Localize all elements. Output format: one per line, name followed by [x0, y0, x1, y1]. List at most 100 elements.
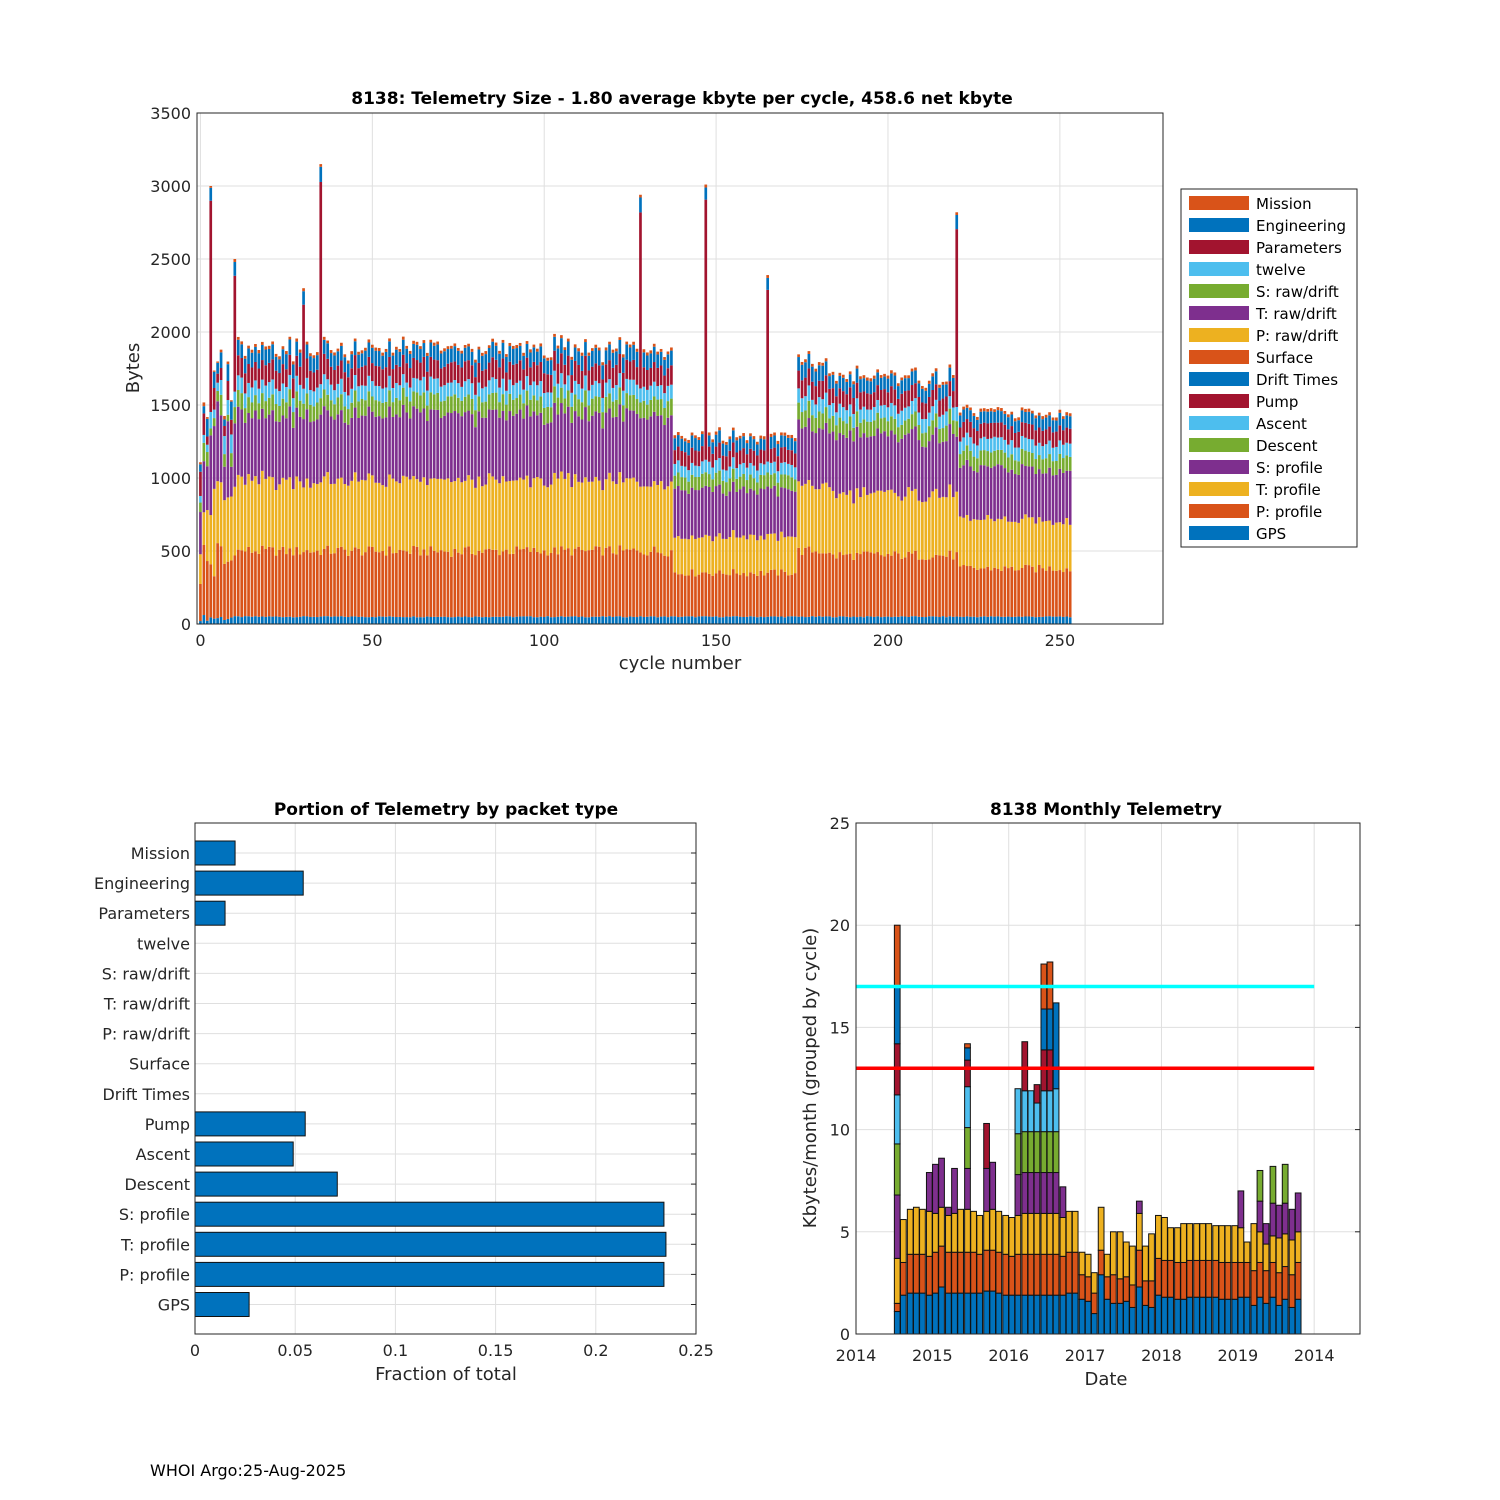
cycle-bar-segment [285, 479, 288, 555]
cycle-bar-segment [1051, 524, 1055, 571]
cycle-bar-segment [319, 414, 323, 483]
cycle-bar-segment [841, 421, 845, 435]
cycle-bar-segment [759, 438, 763, 450]
month-bar-segment [1174, 1298, 1181, 1335]
cycle-bar-segment [254, 380, 257, 396]
cycle-bar-segment [914, 488, 917, 551]
cycle-bar-segment [267, 382, 271, 398]
cycle-bar-segment [570, 356, 574, 360]
cycle-bar-segment [346, 409, 350, 425]
cycle-bar-segment [219, 352, 223, 368]
cycle-bar-segment [866, 393, 869, 410]
cycle-bar-segment [309, 404, 312, 423]
cycle-bar-segment [628, 410, 632, 479]
cycle-bar-segment [804, 410, 807, 427]
cycle-bar-segment [508, 379, 512, 394]
cycle-bar-segment [663, 616, 666, 624]
cycle-bar-segment [254, 361, 257, 381]
cycle-bar-segment [333, 369, 336, 391]
cycle-bar-segment [883, 376, 886, 390]
month-bar-segment [957, 1292, 964, 1335]
cycle-bar-segment [907, 418, 910, 434]
cycle-bar-segment [453, 548, 457, 618]
cycle-bar-segment [628, 347, 632, 362]
month-bar-segment [1052, 1131, 1060, 1174]
cycle-bar-segment [322, 336, 326, 340]
cycle-bar-segment [639, 616, 642, 624]
cycle-bar-segment [450, 396, 453, 414]
cycle-bar-segment [615, 348, 618, 352]
cycle-bar-segment [590, 616, 594, 624]
cycle-bar-segment [212, 488, 216, 577]
legend-swatch [1189, 526, 1249, 540]
cycle-bar-segment [474, 616, 477, 624]
month-bar-segment [1052, 1253, 1060, 1296]
cycle-bar-segment [532, 395, 536, 412]
month-bar-segment [1021, 1041, 1029, 1092]
cycle-bar-segment [322, 548, 326, 617]
cycle-bar-segment [205, 620, 209, 624]
cycle-bar-segment [745, 576, 749, 617]
cycle-bar-segment [879, 390, 883, 406]
cycle-bar-segment [982, 465, 986, 520]
cycle-bar-segment [381, 388, 384, 403]
cycle-bar-segment [322, 616, 326, 624]
cycle-bar-segment [505, 481, 508, 550]
cycle-bar-segment [535, 551, 539, 618]
cycle-bar-segment [326, 394, 329, 411]
cycle-bar-segment [271, 616, 274, 624]
cycle-bar-segment [811, 616, 814, 624]
cycle-bar-segment [618, 472, 622, 546]
cycle-bar-segment [199, 471, 202, 496]
cycle-bar-segment [333, 355, 336, 370]
cycle-bar-segment [893, 405, 897, 419]
cycle-bar-segment [611, 417, 615, 482]
cycle-bar-segment [343, 357, 347, 373]
cycle-bar-segment [415, 408, 419, 480]
monthly-ylabel: Kbytes/month (grouped by cycle) [800, 928, 821, 1228]
cycle-bar-segment [429, 409, 433, 479]
cycle-bar-segment [205, 436, 209, 445]
cycle-bar-segment [364, 365, 367, 386]
month-bar-segment [1046, 1253, 1054, 1296]
telemetry-size-ylabel: Bytes [123, 343, 144, 394]
cycle-bar-segment [219, 394, 223, 416]
cycle-bar-segment [996, 410, 1000, 423]
cycle-bar-segment [436, 552, 439, 617]
cycle-bar-segment [584, 342, 587, 356]
month-bar-segment [1103, 1276, 1111, 1300]
month-bar-segment [964, 1043, 971, 1049]
cycle-bar-segment [498, 353, 501, 368]
cycle-bar-segment [800, 380, 804, 399]
cycle-bar-segment [745, 493, 749, 540]
cycle-bar-segment [367, 617, 371, 624]
cycle-bar-segment [969, 410, 972, 422]
cycle-bar-segment [460, 554, 464, 618]
cycle-bar-segment [859, 437, 862, 498]
cycle-bar-segment [711, 439, 714, 443]
cycle-bar-segment [1068, 470, 1072, 525]
cycle-bar-segment [285, 554, 288, 617]
cycle-bar-segment [350, 417, 354, 481]
cycle-bar-segment [535, 348, 539, 352]
cycle-bar-segment [979, 423, 983, 439]
telemetry-size-xlabel: cycle number [619, 653, 742, 674]
y-tick-label: 3500 [150, 104, 191, 123]
cycle-bar-segment [360, 366, 364, 386]
cycle-bar-segment [549, 392, 553, 408]
cycle-bar-segment [821, 553, 825, 617]
cycle-bar-segment [1034, 430, 1038, 446]
month-bar-segment [1231, 1225, 1239, 1263]
cycle-bar-segment [927, 380, 931, 384]
cycle-bar-segment [993, 567, 996, 617]
cycle-bar-segment [518, 616, 522, 624]
cycle-bar-segment [243, 616, 247, 624]
cycle-bar-segment [350, 550, 354, 617]
cycle-bar-segment [415, 341, 419, 345]
cycle-bar-segment [786, 575, 790, 617]
cycle-bar-segment [731, 481, 735, 531]
x-tick-label: 100 [529, 631, 560, 650]
cycle-bar-segment [274, 370, 278, 389]
cycle-bar-segment [494, 359, 498, 380]
cycle-bar-segment [212, 387, 216, 410]
